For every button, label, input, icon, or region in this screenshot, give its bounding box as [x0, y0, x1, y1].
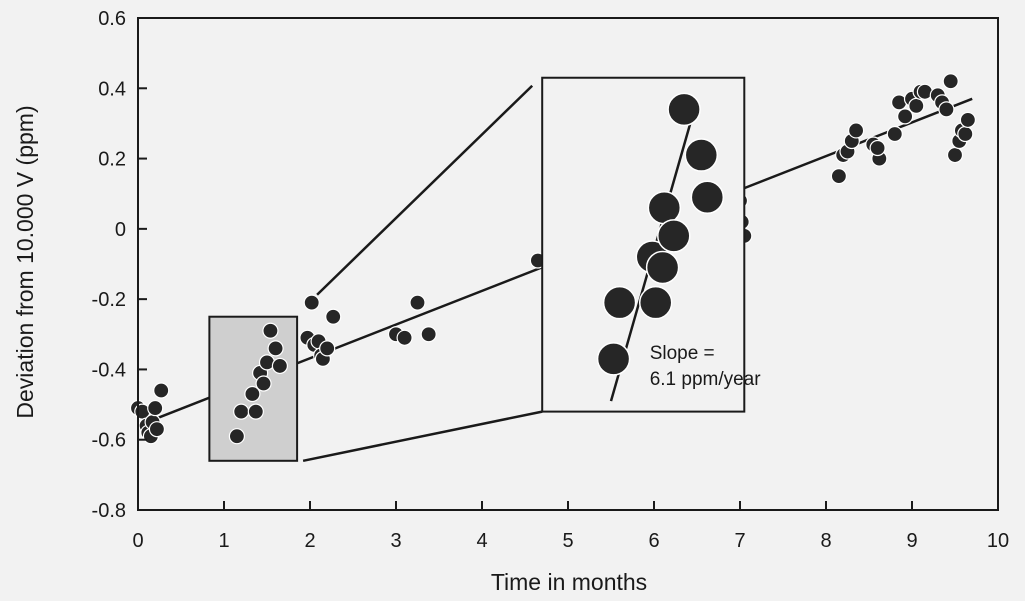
zoom-inset-point [657, 219, 691, 253]
zoom-inset-point [690, 180, 725, 214]
shaded-inset-point [267, 340, 284, 357]
data-point [319, 340, 336, 357]
x-tick-label: 8 [820, 530, 831, 552]
shaded-inset-point [247, 403, 264, 420]
shaded-inset-point [271, 357, 288, 375]
shaded-inset-group [208, 315, 299, 462]
x-tick-label: 10 [987, 530, 1009, 552]
zoom-inset-point [647, 191, 682, 225]
x-tick-label: 3 [390, 530, 401, 552]
x-tick-label: 4 [476, 530, 487, 552]
shaded-inset-point [255, 375, 272, 392]
data-point [303, 294, 320, 311]
y-tick-label: 0.4 [98, 78, 126, 100]
shaded-inset-point [262, 322, 279, 339]
y-tick-label: -0.4 [92, 359, 126, 381]
data-point [908, 97, 925, 114]
y-tick-label: -0.8 [92, 500, 126, 522]
slope-annotation: 6.1 ppm/year [650, 369, 762, 390]
x-tick-label: 6 [648, 530, 659, 552]
slope-annotation: Slope = [650, 343, 715, 364]
data-points-group [129, 73, 977, 445]
shaded-inset-point [244, 385, 261, 403]
data-point [325, 308, 342, 325]
data-point [869, 139, 886, 157]
x-tick-label: 1 [218, 530, 229, 552]
y-tick-label: -0.6 [92, 430, 126, 452]
x-axis-title: Time in months [491, 569, 647, 595]
shaded-inset-point [233, 403, 250, 420]
y-tick-label: -0.2 [92, 289, 126, 311]
zoom-inset-point [684, 138, 719, 172]
data-point [420, 326, 437, 343]
zoom-inset-point [667, 92, 701, 127]
data-point [957, 125, 974, 143]
data-point [886, 125, 903, 143]
data-point [148, 421, 166, 438]
y-tick-label: 0 [115, 219, 126, 241]
y-tick-label: 0.2 [98, 149, 126, 171]
data-point [396, 329, 413, 346]
data-point [409, 294, 426, 311]
axes-group: 0 1 2 3 4 5 6 7 8 9 10 0.6 0.4 0.2 0 -0.2 -0.4 -0.6 -0.8 [92, 8, 1010, 552]
x-tick-label: 5 [562, 530, 573, 552]
x-tick-label: 9 [906, 530, 917, 552]
data-point [942, 73, 959, 90]
data-point [153, 382, 170, 399]
x-tick-label: 0 [132, 530, 143, 552]
x-tick-label: 2 [304, 530, 315, 552]
data-point [147, 399, 164, 417]
connector-line-bottom [302, 410, 543, 463]
connector-line-top [316, 84, 534, 296]
data-point [897, 108, 914, 125]
data-point [959, 111, 977, 129]
data-point [938, 101, 955, 118]
data-point [830, 168, 848, 185]
zoom-inset-point [645, 250, 680, 285]
y-tick-label: 0.6 [98, 8, 126, 30]
zoom-inset-group: Slope = 6.1 ppm/year [302, 76, 762, 463]
data-point [847, 122, 865, 139]
x-tick-label: 7 [734, 530, 745, 552]
data-point [946, 146, 964, 164]
zoom-inset-point [602, 285, 637, 320]
shaded-inset-point [228, 428, 245, 445]
zoom-inset-point [596, 342, 631, 376]
zoom-inset-point [638, 285, 673, 320]
y-axis-title: Deviation from 10.000 V (ppm) [12, 105, 38, 418]
